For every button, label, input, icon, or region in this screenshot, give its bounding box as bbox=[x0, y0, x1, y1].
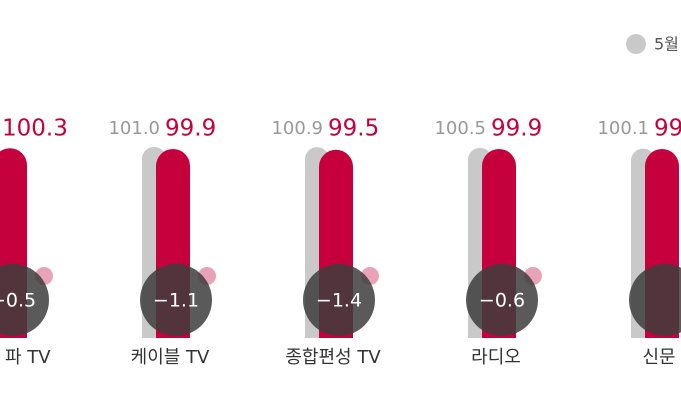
value-label: 100.1 bbox=[597, 118, 649, 139]
change-label: −0.5 bbox=[0, 290, 36, 312]
change-circle bbox=[0, 264, 49, 336]
change-circle bbox=[140, 264, 212, 336]
value-label: 100.5 bbox=[434, 118, 486, 139]
x-tick-label: 파 TV bbox=[5, 347, 51, 368]
value-label: 100.3 bbox=[2, 116, 68, 142]
change-circle bbox=[303, 264, 375, 336]
value-label: 99.9 bbox=[491, 116, 542, 142]
value-label: 101.0 bbox=[108, 118, 160, 139]
legend-label: 5월 bbox=[654, 35, 679, 54]
x-tick-label: 신문 bbox=[642, 347, 675, 368]
change-label: −1.4 bbox=[316, 290, 362, 312]
legend-marker bbox=[626, 34, 646, 54]
value-label: 100.9 bbox=[271, 118, 323, 139]
x-tick-label: 라디오 bbox=[471, 347, 521, 368]
x-tick-label: 종합편성 TV bbox=[285, 347, 381, 368]
x-tick-label: 케이블 TV bbox=[131, 347, 210, 368]
change-label: −0.6 bbox=[479, 290, 525, 312]
change-label: −1.1 bbox=[153, 290, 199, 312]
value-label: 99.9 bbox=[654, 116, 681, 142]
value-label: 99.5 bbox=[328, 116, 379, 142]
value-label: 99.9 bbox=[165, 116, 216, 142]
change-circle bbox=[629, 264, 681, 336]
change-circle bbox=[466, 264, 538, 336]
